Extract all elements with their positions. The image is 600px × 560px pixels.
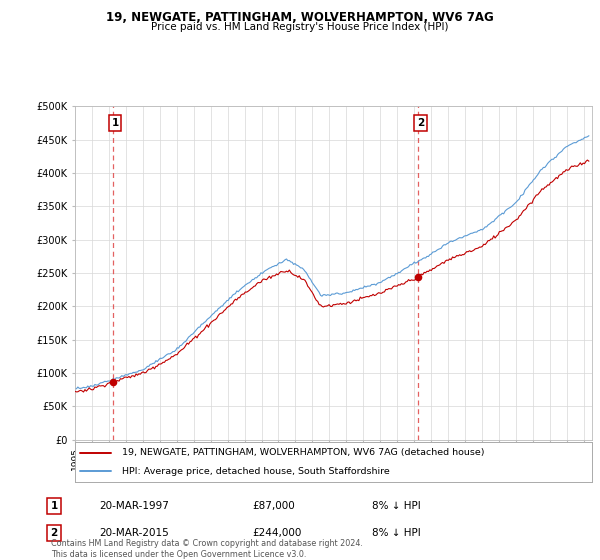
Text: 2: 2 [417, 118, 424, 128]
Text: HPI: Average price, detached house, South Staffordshire: HPI: Average price, detached house, Sout… [122, 466, 389, 475]
Text: 1: 1 [112, 118, 119, 128]
Text: 8% ↓ HPI: 8% ↓ HPI [372, 501, 421, 511]
Text: £244,000: £244,000 [252, 528, 301, 538]
Text: 19, NEWGATE, PATTINGHAM, WOLVERHAMPTON, WV6 7AG: 19, NEWGATE, PATTINGHAM, WOLVERHAMPTON, … [106, 11, 494, 24]
Text: 1: 1 [50, 501, 58, 511]
Text: 2: 2 [50, 528, 58, 538]
Text: Price paid vs. HM Land Registry's House Price Index (HPI): Price paid vs. HM Land Registry's House … [151, 22, 449, 32]
Text: 8% ↓ HPI: 8% ↓ HPI [372, 528, 421, 538]
Text: 20-MAR-1997: 20-MAR-1997 [99, 501, 169, 511]
Text: 19, NEWGATE, PATTINGHAM, WOLVERHAMPTON, WV6 7AG (detached house): 19, NEWGATE, PATTINGHAM, WOLVERHAMPTON, … [122, 449, 484, 458]
Text: Contains HM Land Registry data © Crown copyright and database right 2024.
This d: Contains HM Land Registry data © Crown c… [51, 539, 363, 559]
Text: £87,000: £87,000 [252, 501, 295, 511]
Text: 20-MAR-2015: 20-MAR-2015 [99, 528, 169, 538]
